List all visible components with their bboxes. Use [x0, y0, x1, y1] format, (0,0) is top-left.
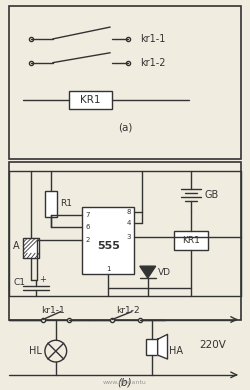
Text: KR1: KR1	[182, 236, 200, 245]
Text: 1: 1	[106, 266, 110, 272]
Text: VD: VD	[158, 268, 171, 277]
Text: +: +	[39, 275, 46, 284]
Polygon shape	[158, 334, 168, 359]
Text: (b): (b)	[118, 378, 132, 388]
Bar	[23, 239, 39, 258]
Text: 220V: 220V	[199, 340, 226, 350]
Text: 8: 8	[126, 209, 131, 215]
Text: HA: HA	[170, 346, 183, 356]
Text: A: A	[13, 241, 20, 252]
Text: kr1-2: kr1-2	[140, 58, 165, 67]
Text: R1: R1	[60, 199, 72, 208]
Text: (a): (a)	[118, 123, 132, 133]
Bar	[45, 191, 57, 217]
Bar	[146, 339, 158, 355]
Text: 555: 555	[97, 241, 120, 252]
Text: GB: GB	[204, 190, 218, 200]
Text: 4: 4	[126, 220, 131, 226]
Text: 7: 7	[86, 212, 90, 218]
Bar	[174, 230, 208, 250]
Text: KR1: KR1	[80, 95, 101, 105]
Text: kr1-2: kr1-2	[116, 306, 140, 315]
Text: 6: 6	[86, 223, 90, 230]
Text: C1: C1	[13, 278, 25, 287]
Bar	[82, 207, 134, 274]
Text: 2: 2	[86, 238, 90, 243]
Text: kr1-1: kr1-1	[140, 34, 165, 44]
Polygon shape	[140, 266, 156, 278]
Bar	[9, 6, 241, 160]
Bar	[69, 91, 112, 109]
Bar	[9, 162, 241, 321]
Text: HL: HL	[29, 346, 42, 356]
Text: 3: 3	[126, 234, 131, 239]
Text: kr1-1: kr1-1	[41, 306, 65, 315]
Text: www.jiexiantu: www.jiexiantu	[103, 380, 147, 385]
